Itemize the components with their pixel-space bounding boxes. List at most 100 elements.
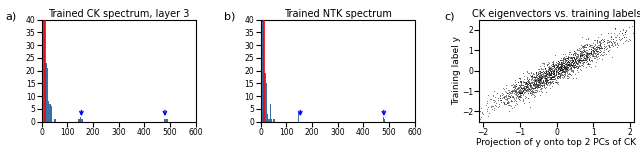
Point (561, 68, 571, 70)
Bar (54, 119, 56, 122)
Point (537, 76, 547, 79)
Point (556, 59, 566, 61)
Point (570, 54, 580, 56)
Point (528, 81, 538, 83)
Point (543, 71, 554, 73)
Point (534, 71, 545, 73)
Point (586, 51, 596, 53)
Point (546, 69, 556, 72)
Point (532, 83, 543, 86)
Point (587, 55, 597, 58)
Point (525, 85, 536, 88)
Point (536, 82, 547, 85)
Point (515, 93, 525, 95)
Point (542, 75, 552, 77)
Point (577, 63, 587, 66)
Point (574, 59, 584, 62)
Point (536, 82, 547, 84)
Point (568, 66, 579, 68)
Point (548, 76, 559, 78)
Point (515, 79, 525, 82)
Point (586, 44, 596, 46)
Point (488, 105, 499, 107)
Point (598, 47, 609, 50)
Point (534, 75, 544, 77)
Point (628, 19, 639, 21)
Bar (51, 106, 52, 122)
Point (569, 66, 579, 68)
Point (552, 75, 563, 77)
Point (578, 51, 588, 53)
Point (586, 50, 596, 52)
Point (603, 32, 613, 34)
Point (535, 70, 545, 73)
Point (555, 68, 565, 71)
Point (585, 52, 595, 54)
Point (591, 50, 601, 53)
Point (541, 71, 551, 73)
Point (495, 93, 506, 96)
Point (557, 62, 567, 65)
Point (534, 77, 544, 80)
Point (570, 62, 580, 64)
Point (522, 88, 532, 90)
Point (573, 60, 584, 63)
Point (564, 56, 575, 59)
Point (592, 53, 602, 55)
Point (552, 65, 562, 67)
Point (529, 73, 539, 76)
Point (550, 68, 561, 71)
Point (569, 61, 579, 64)
Point (506, 90, 516, 92)
Point (563, 63, 573, 66)
Point (529, 81, 540, 84)
Point (515, 94, 525, 97)
Point (563, 66, 573, 68)
Point (527, 87, 538, 89)
Point (541, 77, 551, 79)
Point (582, 53, 593, 55)
Point (486, 106, 497, 108)
Point (526, 90, 536, 92)
Point (486, 98, 497, 100)
Point (582, 62, 593, 64)
Point (581, 57, 591, 59)
Point (586, 48, 596, 50)
Point (560, 74, 570, 76)
Point (596, 38, 607, 41)
Point (544, 75, 554, 77)
Point (577, 54, 588, 57)
Point (582, 48, 592, 51)
Point (547, 65, 557, 67)
Point (544, 62, 554, 64)
Point (610, 27, 620, 30)
Point (524, 81, 534, 84)
Point (606, 32, 616, 34)
Point (512, 95, 522, 98)
Point (542, 73, 552, 76)
Point (539, 84, 549, 86)
Point (548, 70, 559, 72)
Point (568, 58, 578, 61)
Point (539, 81, 549, 84)
Point (587, 54, 597, 56)
Point (558, 69, 568, 72)
Point (595, 46, 605, 48)
Point (561, 60, 571, 62)
Point (503, 100, 513, 102)
Point (539, 64, 549, 67)
Point (516, 81, 526, 83)
Point (584, 51, 595, 54)
Point (545, 79, 556, 82)
Point (548, 63, 558, 66)
Point (559, 65, 570, 67)
Point (533, 84, 543, 86)
Point (547, 78, 557, 80)
Point (567, 60, 577, 62)
Point (493, 105, 503, 108)
Point (541, 70, 552, 72)
Point (541, 74, 552, 77)
Point (586, 66, 596, 68)
Point (586, 50, 596, 52)
Point (552, 66, 562, 68)
